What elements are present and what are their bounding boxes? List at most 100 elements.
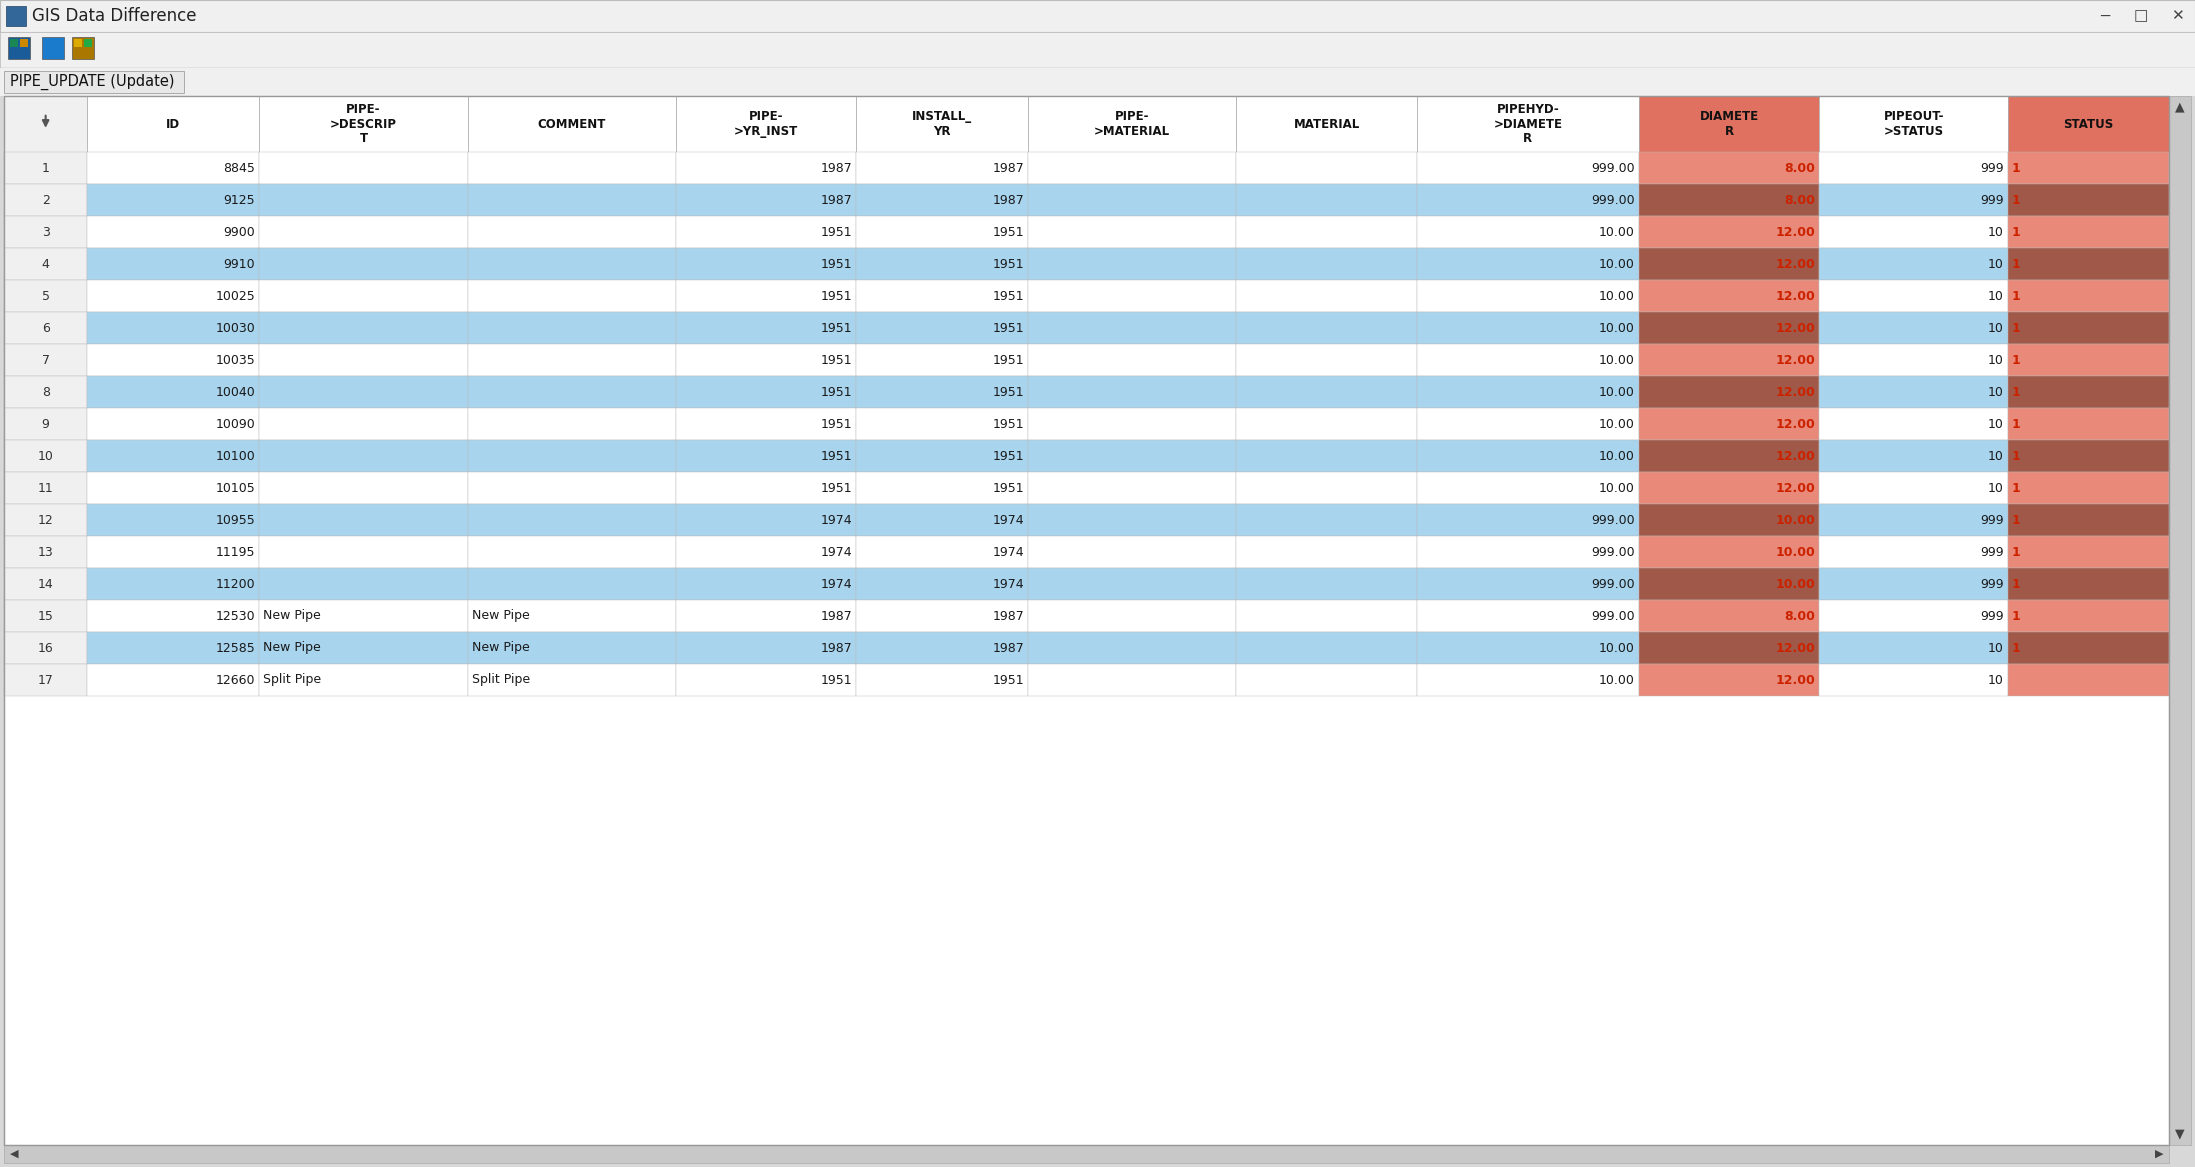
Bar	[1416, 152, 1640, 184]
Text: 1: 1	[2013, 385, 2022, 398]
Bar	[676, 408, 856, 440]
Text: Split Pipe: Split Pipe	[472, 673, 529, 686]
Bar	[856, 184, 1027, 216]
Text: New Pipe: New Pipe	[263, 642, 320, 655]
Bar	[1416, 344, 1640, 376]
Bar	[1027, 504, 1236, 536]
Text: New Pipe: New Pipe	[472, 642, 529, 655]
Bar	[1416, 96, 1640, 152]
Bar	[1820, 376, 2008, 408]
Text: 1951: 1951	[821, 289, 852, 302]
Bar	[856, 280, 1027, 312]
Text: 999.00: 999.00	[1591, 578, 1635, 591]
Text: 1: 1	[2013, 545, 2022, 559]
Bar	[468, 568, 676, 600]
Text: 6: 6	[42, 321, 50, 335]
Text: 1974: 1974	[992, 545, 1025, 559]
Bar	[259, 376, 468, 408]
Text: 12.00: 12.00	[1776, 482, 1815, 495]
Bar	[88, 344, 259, 376]
Bar	[1236, 376, 1416, 408]
Bar	[88, 664, 259, 696]
Bar	[468, 536, 676, 568]
Text: INSTALL_
YR: INSTALL_ YR	[913, 110, 972, 138]
Text: 10: 10	[1989, 354, 2004, 366]
Bar	[88, 376, 259, 408]
Text: 13: 13	[37, 545, 53, 559]
Bar	[88, 249, 259, 280]
Text: 1: 1	[2013, 161, 2022, 175]
Text: 1987: 1987	[992, 642, 1025, 655]
Text: 1951: 1951	[821, 258, 852, 271]
Bar	[676, 96, 856, 152]
Bar	[1640, 408, 1820, 440]
Text: 8845: 8845	[224, 161, 255, 175]
Bar	[88, 280, 259, 312]
Text: 999.00: 999.00	[1591, 194, 1635, 207]
Bar	[468, 312, 676, 344]
Bar	[1416, 664, 1640, 696]
Text: 3: 3	[42, 225, 50, 238]
Bar	[0, 32, 2195, 68]
Bar	[1416, 633, 1640, 664]
Text: 11195: 11195	[215, 545, 255, 559]
Bar	[9, 37, 31, 60]
Text: 10.00: 10.00	[1598, 258, 1635, 271]
Text: 8: 8	[42, 385, 50, 398]
Bar	[88, 471, 259, 504]
Bar	[1820, 504, 2008, 536]
Bar	[4, 280, 88, 312]
Text: 1951: 1951	[992, 321, 1025, 335]
Bar	[676, 184, 856, 216]
Text: PIPE-
>MATERIAL: PIPE- >MATERIAL	[1095, 110, 1170, 138]
Bar	[4, 152, 88, 184]
Text: ▶: ▶	[2155, 1149, 2164, 1159]
Bar	[468, 633, 676, 664]
Text: ▼: ▼	[2175, 1127, 2184, 1140]
Text: 10: 10	[1989, 449, 2004, 462]
Bar	[1027, 408, 1236, 440]
Text: 10.00: 10.00	[1776, 513, 1815, 526]
Text: 1: 1	[2013, 289, 2022, 302]
Text: 10: 10	[1989, 258, 2004, 271]
Text: 1987: 1987	[821, 609, 852, 622]
Bar	[4, 376, 88, 408]
Bar	[4, 96, 2169, 1145]
Bar	[1640, 440, 1820, 471]
Text: 1951: 1951	[821, 354, 852, 366]
Bar	[468, 96, 676, 152]
Text: 10: 10	[1989, 482, 2004, 495]
Text: 12585: 12585	[215, 642, 255, 655]
Bar	[1820, 96, 2008, 152]
Bar	[856, 312, 1027, 344]
Text: ─: ─	[2101, 8, 2109, 23]
Text: 10.00: 10.00	[1598, 642, 1635, 655]
Bar	[259, 471, 468, 504]
Bar	[4, 71, 184, 93]
Bar	[676, 249, 856, 280]
Bar	[4, 249, 88, 280]
Bar	[1236, 408, 1416, 440]
Text: 10955: 10955	[215, 513, 255, 526]
Bar	[676, 568, 856, 600]
Bar	[1640, 376, 1820, 408]
Text: 12530: 12530	[215, 609, 255, 622]
Text: PIPE-
>YR_INST: PIPE- >YR_INST	[733, 110, 799, 138]
Bar	[259, 280, 468, 312]
Bar	[1236, 504, 1416, 536]
Bar	[88, 216, 259, 249]
Text: 12.00: 12.00	[1776, 673, 1815, 686]
Text: 12.00: 12.00	[1776, 418, 1815, 431]
Text: 999.00: 999.00	[1591, 161, 1635, 175]
Text: 1987: 1987	[821, 161, 852, 175]
Bar	[1236, 280, 1416, 312]
Bar	[1820, 312, 2008, 344]
Bar	[1027, 152, 1236, 184]
Text: 1: 1	[2013, 225, 2022, 238]
Text: 1: 1	[2013, 578, 2022, 591]
Text: 2: 2	[42, 194, 50, 207]
Bar	[259, 633, 468, 664]
Bar	[1640, 249, 1820, 280]
Text: 10.00: 10.00	[1598, 482, 1635, 495]
Bar	[676, 536, 856, 568]
